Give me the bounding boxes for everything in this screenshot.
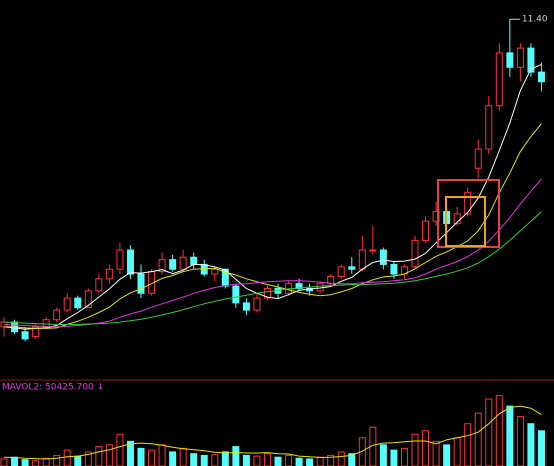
candle-body <box>369 249 377 252</box>
candle-body <box>74 297 82 309</box>
volume-bar <box>464 423 472 466</box>
volume-label: MAVOL2: 50425.700 ↓ <box>2 383 104 393</box>
volume-bar <box>295 457 303 466</box>
volume-bar <box>190 453 198 466</box>
candle-body <box>537 71 545 83</box>
volume-bar <box>506 405 514 466</box>
candle-body <box>337 266 345 277</box>
volume-bar <box>0 458 8 466</box>
candle-body <box>32 326 40 338</box>
volume-bar <box>495 395 503 466</box>
volume-ma <box>3 405 542 460</box>
candle-body <box>158 259 166 273</box>
volume-bar <box>432 440 440 466</box>
candle-body <box>348 266 356 270</box>
volume-bar <box>232 446 240 466</box>
moving-average <box>3 211 542 325</box>
volume-bar <box>95 446 103 466</box>
volume-bar <box>306 458 314 466</box>
highlight-box-inner <box>445 196 486 247</box>
volume-bar <box>263 453 271 466</box>
volume-bar <box>221 451 229 466</box>
volume-bar <box>32 460 40 466</box>
volume-bar <box>337 451 345 466</box>
volume-bar <box>179 447 187 466</box>
candle-body <box>53 309 61 321</box>
volume-bar <box>390 449 398 466</box>
volume-bar <box>400 447 408 466</box>
volume-bar <box>285 454 293 466</box>
candle-body <box>422 220 430 241</box>
volume-bar <box>474 412 482 466</box>
volume-bar <box>316 456 324 466</box>
candle-body <box>464 191 472 215</box>
candle-body <box>253 297 261 311</box>
volume-bar <box>21 459 29 466</box>
candle-body <box>105 268 113 280</box>
candle-body <box>179 256 187 270</box>
candle-body <box>411 239 419 268</box>
volume-bar <box>211 454 219 466</box>
volume-bar <box>158 444 166 466</box>
candle-body <box>432 211 440 222</box>
candle-body <box>169 259 177 270</box>
moving-average <box>3 63 542 330</box>
volume-bar <box>537 430 545 466</box>
volume-bar <box>379 444 387 466</box>
candle-body <box>506 52 514 68</box>
candle-body <box>116 249 124 270</box>
price-pane: 11.40 <box>0 15 548 342</box>
candle-body <box>390 263 398 275</box>
volume-bar <box>148 449 156 466</box>
candle-body <box>358 249 366 270</box>
volume-bar <box>105 444 113 466</box>
volume-bar <box>126 440 134 466</box>
candle-body <box>21 331 29 340</box>
candle-body <box>211 268 219 275</box>
volume-bar <box>242 454 250 466</box>
candle-body <box>84 290 92 309</box>
candle-body <box>485 105 493 150</box>
volume-bar <box>274 456 282 466</box>
volume-bar <box>137 447 145 466</box>
volume-bar <box>485 398 493 466</box>
volume-pane <box>0 395 545 466</box>
volume-bar <box>253 455 261 466</box>
candle-body <box>495 52 503 107</box>
candle-body <box>516 47 524 68</box>
candle-body <box>527 47 535 73</box>
volume-bar <box>11 456 19 466</box>
candle-body <box>242 302 250 311</box>
moving-average <box>4 123 542 329</box>
volume-bar <box>516 416 524 466</box>
candle-body <box>190 256 198 265</box>
volume-bar <box>53 454 61 466</box>
candle-body <box>137 273 145 294</box>
candle-body <box>379 249 387 265</box>
volume-bar <box>411 433 419 466</box>
candle-body <box>232 285 240 304</box>
candle-body <box>126 249 134 275</box>
candle-body <box>63 297 71 311</box>
volume-bar <box>443 444 451 466</box>
candle-body <box>263 287 271 299</box>
candle-body <box>95 278 103 292</box>
volume-bar <box>453 437 461 466</box>
candle-body <box>474 148 482 169</box>
volume-bar <box>200 454 208 466</box>
volume-bar <box>169 451 177 466</box>
volume-bar <box>527 423 535 466</box>
volume-bar <box>42 457 50 466</box>
candle-body <box>42 319 50 328</box>
volume-bar <box>63 449 71 466</box>
high-label: 11.40 <box>522 15 548 25</box>
volume-bar <box>422 430 430 466</box>
volume-bar <box>74 455 82 466</box>
volume-bar <box>116 433 124 466</box>
